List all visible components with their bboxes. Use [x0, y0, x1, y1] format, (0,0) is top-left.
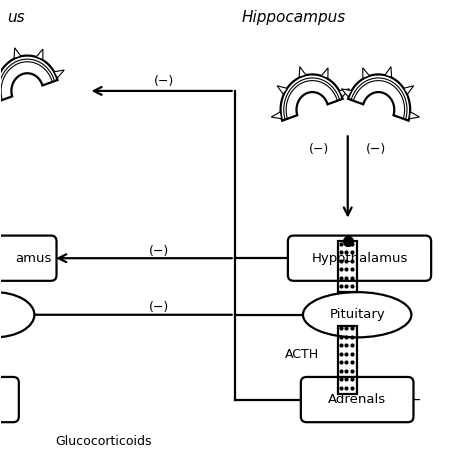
Bar: [338, 326, 357, 394]
FancyBboxPatch shape: [0, 377, 19, 422]
Text: (−): (−): [366, 143, 386, 156]
Text: Glucocorticoids: Glucocorticoids: [55, 436, 152, 448]
Polygon shape: [385, 67, 392, 77]
Text: Pituitary: Pituitary: [329, 308, 385, 321]
Polygon shape: [277, 86, 287, 94]
Polygon shape: [341, 89, 352, 97]
Text: (−): (−): [310, 143, 329, 156]
Text: Adrenals: Adrenals: [328, 393, 386, 406]
Polygon shape: [363, 68, 370, 78]
Ellipse shape: [303, 292, 411, 337]
Polygon shape: [339, 89, 349, 97]
Polygon shape: [321, 68, 328, 78]
Text: ACTH: ACTH: [285, 348, 319, 361]
Polygon shape: [14, 48, 21, 58]
FancyBboxPatch shape: [301, 377, 413, 422]
Polygon shape: [271, 112, 282, 119]
Polygon shape: [409, 112, 419, 119]
Text: (−): (−): [149, 245, 169, 258]
Text: –: –: [412, 392, 420, 407]
FancyBboxPatch shape: [0, 236, 56, 281]
Polygon shape: [403, 86, 414, 94]
Text: Hippocampus: Hippocampus: [241, 10, 346, 26]
Text: Hypothalamus: Hypothalamus: [311, 252, 408, 264]
Text: amus: amus: [15, 252, 52, 264]
Polygon shape: [0, 55, 57, 102]
Polygon shape: [36, 49, 43, 60]
Polygon shape: [348, 74, 410, 121]
Text: CRF: CRF: [297, 264, 322, 276]
Text: (−): (−): [149, 301, 169, 314]
Text: –: –: [9, 392, 16, 407]
Polygon shape: [299, 67, 306, 77]
Polygon shape: [0, 67, 2, 75]
Ellipse shape: [0, 292, 35, 337]
FancyBboxPatch shape: [288, 236, 431, 281]
Text: (−): (−): [154, 75, 174, 88]
Polygon shape: [54, 70, 64, 78]
Text: us: us: [7, 10, 25, 26]
Bar: [338, 241, 357, 292]
Polygon shape: [281, 74, 343, 121]
